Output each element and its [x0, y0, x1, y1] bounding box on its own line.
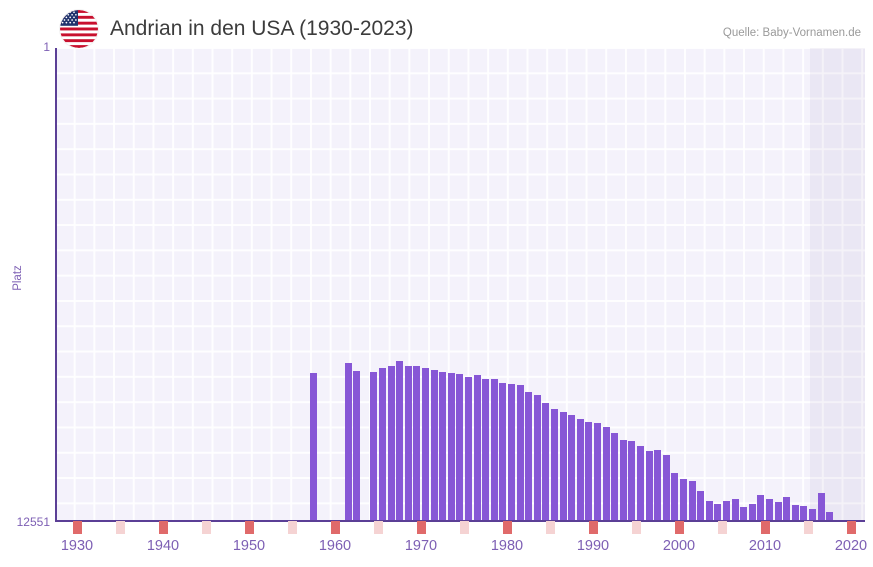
- x-tick-major-2000: [674, 521, 684, 534]
- bar-1984[interactable]: [507, 384, 515, 521]
- y-axis-tick-top: 1: [43, 40, 50, 54]
- bar-2009[interactable]: [722, 500, 730, 521]
- x-tick-major-1960: [330, 521, 340, 534]
- bar-1973[interactable]: [413, 365, 421, 521]
- bar-2003[interactable]: [671, 473, 679, 521]
- plot-area: [55, 48, 865, 521]
- x-axis-label-1940: 1940: [146, 538, 180, 554]
- bar-1994[interactable]: [593, 423, 601, 521]
- bar-2000[interactable]: [645, 451, 653, 521]
- x-tick-minor-0: [115, 521, 125, 534]
- bar-2014[interactable]: [765, 499, 773, 521]
- bar-2007[interactable]: [705, 501, 713, 521]
- x-axis-label-1990: 1990: [576, 538, 610, 554]
- bar-2004[interactable]: [679, 479, 687, 521]
- x-axis-label-1950: 1950: [232, 538, 266, 554]
- bar-1968[interactable]: [370, 372, 378, 521]
- x-tick-minor-6: [631, 521, 641, 534]
- x-tick-minor-4: [459, 521, 469, 534]
- bar-1989[interactable]: [550, 409, 558, 521]
- bar-2013[interactable]: [757, 495, 765, 521]
- x-axis-label-2010: 2010: [748, 538, 782, 554]
- bar-1978[interactable]: [456, 374, 464, 521]
- bar-1981[interactable]: [482, 378, 490, 521]
- y-axis-title: Platz: [12, 265, 24, 291]
- bar-1993[interactable]: [585, 422, 593, 521]
- x-tick-major-1990: [588, 521, 598, 534]
- x-tick-minor-8: [803, 521, 813, 534]
- bar-1995[interactable]: [602, 427, 610, 521]
- bar-2010[interactable]: [731, 499, 739, 521]
- bar-1974[interactable]: [421, 368, 429, 521]
- chart-header: Andrian in den USA (1930-2023) Quelle: B…: [0, 0, 873, 48]
- x-tick-minor-2: [287, 521, 297, 534]
- bar-1976[interactable]: [439, 371, 447, 521]
- bar-2018[interactable]: [800, 505, 808, 521]
- x-axis-tick-labels: 1930 1940 1950 1960 1970 1980 1990 2000 2010 2020: [55, 538, 868, 562]
- bar-1975[interactable]: [430, 370, 438, 521]
- bar-1979[interactable]: [464, 377, 472, 521]
- bar-1966[interactable]: [353, 371, 360, 521]
- x-tick-major-1950: [244, 521, 254, 534]
- x-axis-label-1970: 1970: [404, 538, 438, 554]
- bar-series: [55, 48, 865, 521]
- bar-1969[interactable]: [378, 368, 386, 521]
- x-tick-major-2020: [846, 521, 856, 534]
- x-axis-ticks: [55, 521, 865, 535]
- bar-1987[interactable]: [533, 395, 541, 521]
- x-axis-label-1960: 1960: [318, 538, 352, 554]
- page-title: Andrian in den USA (1930-2023): [110, 17, 414, 40]
- bar-1961[interactable]: [310, 373, 317, 521]
- bar-1996[interactable]: [611, 433, 619, 521]
- chart-plot-wrapper: [55, 48, 865, 522]
- x-tick-major-1930: [72, 521, 82, 534]
- bar-2016[interactable]: [783, 496, 791, 521]
- x-tick-minor-7: [717, 521, 727, 534]
- bar-2021[interactable]: [826, 512, 834, 521]
- bar-2005[interactable]: [688, 481, 696, 521]
- bar-1992[interactable]: [576, 419, 584, 521]
- y-axis-tick-bottom: 12551: [16, 515, 50, 529]
- bar-1986[interactable]: [525, 392, 533, 521]
- bar-2011[interactable]: [740, 506, 748, 521]
- bar-1988[interactable]: [542, 403, 550, 521]
- x-axis-label-1980: 1980: [490, 538, 524, 554]
- bar-1997[interactable]: [619, 440, 627, 521]
- bar-1982[interactable]: [490, 379, 498, 521]
- bar-2015[interactable]: [774, 502, 782, 521]
- bar-2008[interactable]: [714, 504, 722, 521]
- y-axis-line: [55, 48, 57, 522]
- bar-1990[interactable]: [559, 412, 567, 521]
- bar-1965[interactable]: [344, 363, 352, 521]
- bar-1980[interactable]: [473, 374, 481, 521]
- bar-2017[interactable]: [791, 504, 799, 521]
- bar-1977[interactable]: [447, 373, 455, 521]
- bar-1983[interactable]: [499, 383, 507, 521]
- x-axis-label-1930: 1930: [60, 538, 94, 554]
- us-flag-icon: [60, 10, 98, 48]
- x-tick-major-1970: [416, 521, 426, 534]
- bar-1985[interactable]: [516, 384, 524, 521]
- x-tick-major-1980: [502, 521, 512, 534]
- bar-2002[interactable]: [662, 455, 670, 521]
- bar-1991[interactable]: [568, 415, 576, 521]
- x-axis-label-2000: 2000: [662, 538, 696, 554]
- bar-2020[interactable]: [817, 493, 825, 521]
- x-tick-major-2010: [760, 521, 770, 534]
- bar-1970[interactable]: [387, 366, 395, 521]
- bar-1998[interactable]: [628, 440, 636, 521]
- x-tick-major-1940: [158, 521, 168, 534]
- bar-1999[interactable]: [636, 446, 644, 521]
- x-tick-minor-3: [373, 521, 383, 534]
- bar-2001[interactable]: [654, 450, 662, 521]
- source-attribution: Quelle: Baby-Vornamen.de: [722, 27, 861, 39]
- bar-2019[interactable]: [808, 509, 816, 521]
- bar-1972[interactable]: [404, 366, 412, 521]
- bar-2006[interactable]: [697, 491, 705, 521]
- x-axis-label-2020: 2020: [834, 538, 868, 554]
- bar-2012[interactable]: [748, 504, 756, 521]
- x-tick-minor-1: [201, 521, 211, 534]
- bar-1971[interactable]: [396, 361, 404, 521]
- x-tick-minor-5: [545, 521, 555, 534]
